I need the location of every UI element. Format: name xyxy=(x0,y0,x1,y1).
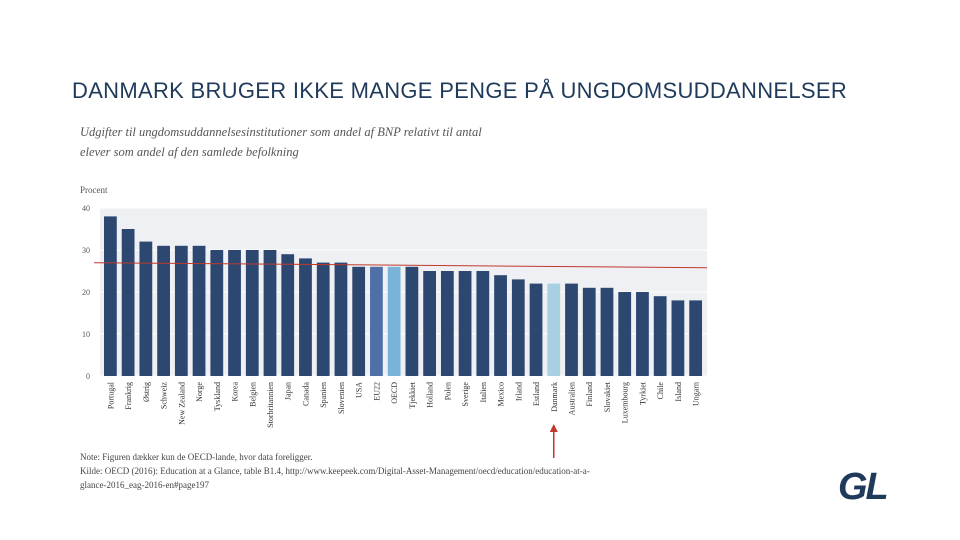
x-tick-label: Ungarn xyxy=(692,382,701,406)
x-tick-label: Mexico xyxy=(497,382,506,406)
x-tick-label: Holland xyxy=(426,382,435,408)
bar-luxembourg xyxy=(618,292,632,376)
x-tick-label: Portugal xyxy=(106,381,115,409)
reference-line xyxy=(93,262,708,269)
bar-australien xyxy=(565,283,578,376)
x-tick-label: Japan xyxy=(284,382,293,400)
bar-new-zealand xyxy=(174,245,188,376)
x-tick-label: Slovenien xyxy=(337,382,346,414)
bar-irland xyxy=(511,279,525,376)
x-tick-label: Tyrkiet xyxy=(638,381,647,405)
x-tick-label: Irland xyxy=(514,382,523,401)
x-tick-label: Tyskland xyxy=(213,382,222,411)
x-tick-label: Estland xyxy=(532,382,541,406)
x-tick-label: Østrig xyxy=(142,382,151,402)
x-tick-label: Australien xyxy=(568,382,577,415)
bar-polen xyxy=(440,271,454,376)
bar-schweiz xyxy=(157,245,170,376)
chart-title-line-2: elever som andel af den samlede befolkni… xyxy=(80,145,299,159)
y-tick-label: 40 xyxy=(82,204,90,213)
x-tick-label: Frankrig xyxy=(124,382,133,410)
bar-estland xyxy=(529,283,543,376)
bar-belgien xyxy=(245,250,259,376)
bar-slovakiet xyxy=(600,287,614,376)
x-tick-label: Norge xyxy=(195,382,204,402)
bar-chile xyxy=(653,296,667,376)
bar-usa xyxy=(352,266,366,376)
source-line-2: glance-2016_eag-2016-en#page197 xyxy=(80,480,209,490)
bar-canada xyxy=(299,258,312,376)
x-tick-label: Sverige xyxy=(461,382,470,407)
bar-mexico xyxy=(494,275,507,376)
gl-logo: GL xyxy=(838,466,889,508)
x-tick-label: Finland xyxy=(585,382,594,406)
bar-tyskland xyxy=(210,250,224,376)
bar-finland xyxy=(582,287,596,376)
x-tick-label: USA xyxy=(355,382,364,398)
bar-storbritannien xyxy=(263,250,277,376)
bar-italien xyxy=(476,271,490,376)
bar-norge xyxy=(192,245,206,376)
bar-spanien xyxy=(316,262,330,376)
chart-note: Note: Figuren dækker kun de OECD-lande, … xyxy=(80,452,313,462)
x-tick-label: EU22 xyxy=(372,382,381,401)
highlight-arrow-head xyxy=(549,424,558,432)
bar-holland xyxy=(423,271,437,376)
x-tick-label: Belgien xyxy=(248,382,257,407)
bar-danmark xyxy=(547,283,561,376)
x-tick-label: Island xyxy=(674,382,683,402)
bar-oecd xyxy=(387,266,401,376)
source-line-1: Kilde: OECD (2016): Education at a Glanc… xyxy=(80,466,590,476)
bar-japan xyxy=(281,254,295,376)
y-tick-label: 30 xyxy=(82,246,90,255)
x-tick-label: Korea xyxy=(231,382,240,402)
x-tick-label: Luxembourg xyxy=(621,382,630,423)
bar-frankrig xyxy=(121,229,135,376)
x-tick-label: Danmark xyxy=(550,382,559,412)
bar-korea xyxy=(228,250,241,376)
bar-ungarn xyxy=(689,300,703,376)
x-tick-label: Polen xyxy=(443,382,452,400)
y-axis-label: Procent xyxy=(80,185,108,195)
x-tick-label: Storbritannien xyxy=(266,382,275,428)
slide-title: DANMARK BRUGER IKKE MANGE PENGE PÅ UNGDO… xyxy=(72,78,848,103)
x-tick-label: Slovakiet xyxy=(603,381,612,412)
bar-island xyxy=(671,300,685,376)
chart-title-line-1: Udgifter til ungdomsuddannelsesinstituti… xyxy=(80,125,482,139)
bar-østrig xyxy=(139,241,153,376)
bar-eu22 xyxy=(370,266,383,376)
x-tick-label: Canada xyxy=(301,382,310,406)
y-tick-label: 0 xyxy=(86,372,90,381)
bar-slovenien xyxy=(334,262,348,376)
y-tick-label: 20 xyxy=(82,288,90,297)
x-tick-label: Tjekkiet xyxy=(408,381,417,408)
x-tick-label: New Zealand xyxy=(177,382,186,425)
y-tick-label: 10 xyxy=(82,330,90,339)
x-tick-label: Chile xyxy=(656,382,665,400)
x-tick-label: Schweiz xyxy=(160,382,169,410)
bar-sverige xyxy=(458,271,472,376)
x-tick-label: Spanien xyxy=(319,382,328,408)
bar-portugal xyxy=(104,216,117,376)
bar-tjekkiet xyxy=(405,266,419,376)
x-tick-label: OECD xyxy=(390,382,399,404)
bar-tyrkiet xyxy=(636,292,649,376)
x-tick-label: Italien xyxy=(479,382,488,402)
